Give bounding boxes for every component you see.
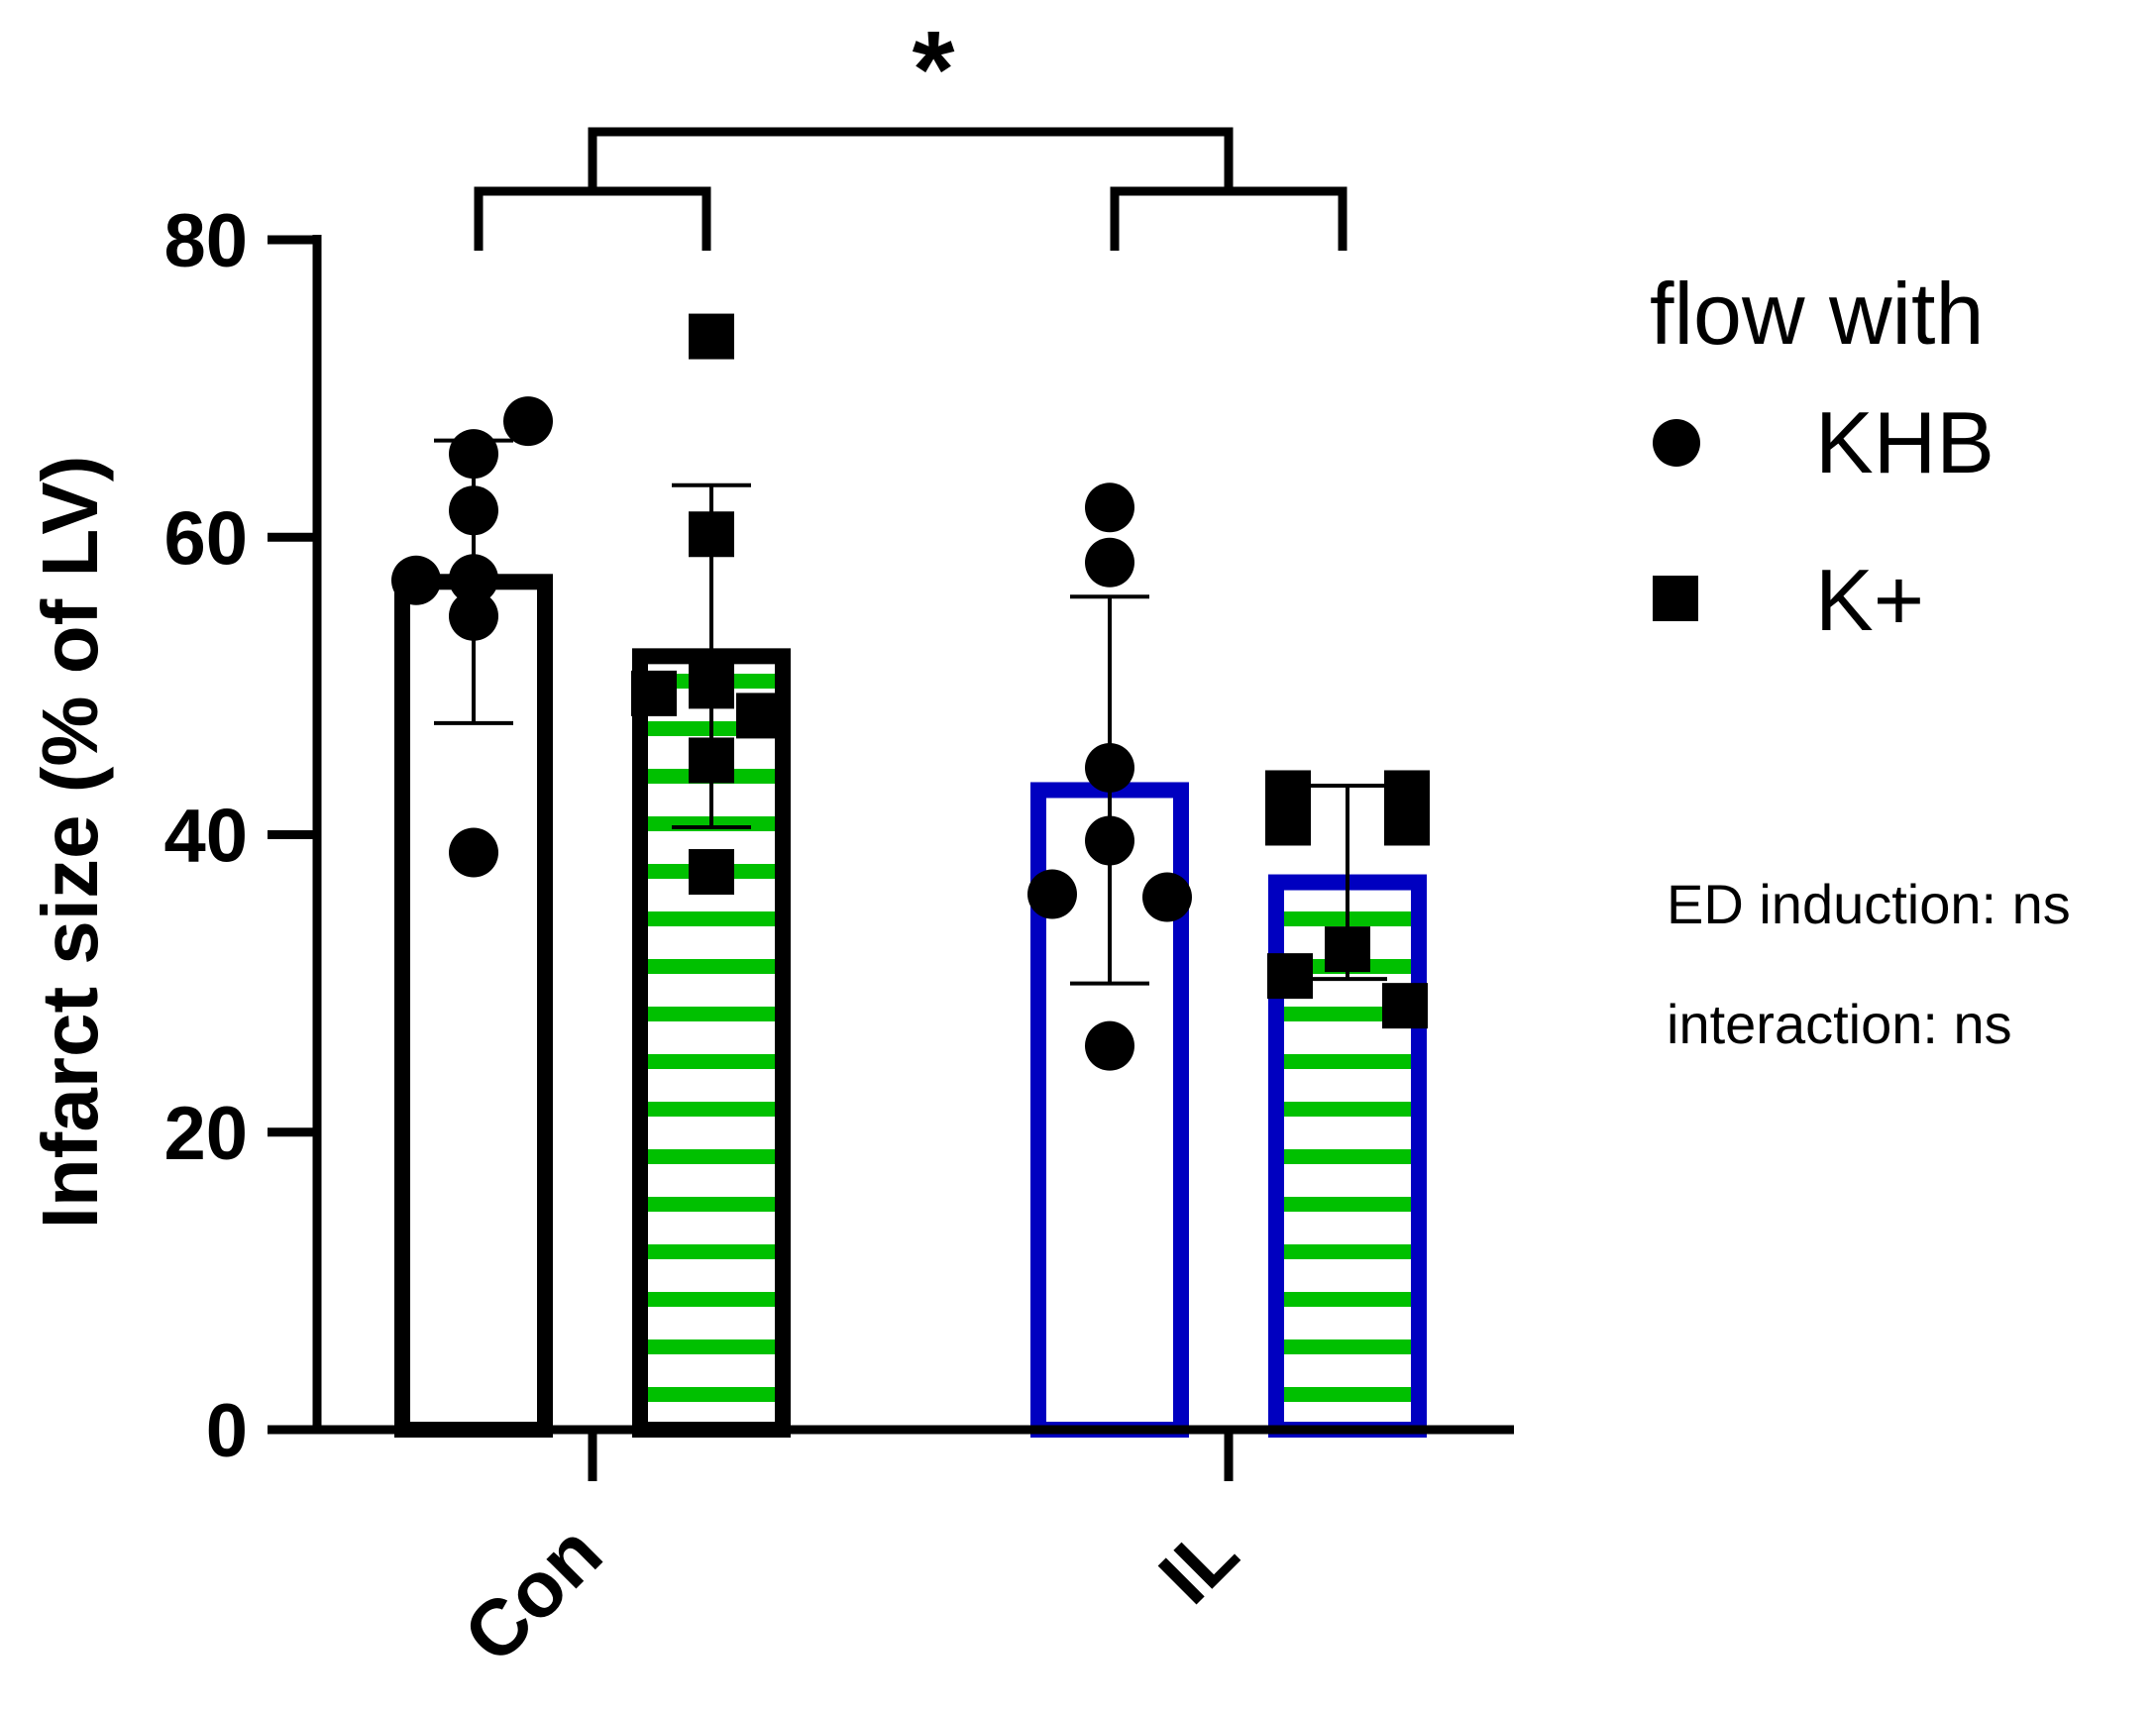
legend-circle-marker xyxy=(1653,419,1700,467)
y-tick-label: 60 xyxy=(163,496,248,581)
data-point-square xyxy=(736,693,782,739)
stat-note-ed-induction: ED induction: ns xyxy=(1667,873,2071,935)
data-point-square xyxy=(689,313,734,360)
y-ticks: 0 20 40 60 80 xyxy=(163,199,317,1473)
legend-entry-khb: KHB xyxy=(1653,393,1994,491)
y-tick-label: 0 xyxy=(206,1389,248,1473)
error-bars xyxy=(434,438,1387,986)
bracket-group-il xyxy=(1110,186,1348,251)
legend-square-marker xyxy=(1653,576,1698,621)
data-point-circle xyxy=(1085,537,1134,588)
data-point-square xyxy=(1384,800,1430,846)
data-point-circle xyxy=(391,555,441,605)
significance-bracket xyxy=(474,127,1348,251)
legend-entry-kplus: K+ xyxy=(1653,551,1924,649)
data-point-square xyxy=(631,670,677,716)
data-point-circle xyxy=(449,827,498,878)
legend-title: flow with xyxy=(1650,265,1984,363)
y-tick-label: 20 xyxy=(163,1092,248,1176)
data-point-circle xyxy=(503,396,553,447)
legend-label-khb: KHB xyxy=(1815,393,1994,491)
y-tick-label: 80 xyxy=(163,199,248,283)
data-point-circle xyxy=(1085,482,1134,533)
significance-mark: * xyxy=(913,9,955,131)
data-point-square xyxy=(1382,983,1428,1029)
bars xyxy=(394,574,1427,1438)
data-point-circle xyxy=(1085,1020,1134,1071)
bracket-between-groups xyxy=(588,127,1234,191)
y-axis-title: Infarct size (% of LV) xyxy=(26,456,114,1230)
data-point-square xyxy=(689,849,734,896)
data-point-circle xyxy=(1142,872,1192,922)
x-categories: Con IL xyxy=(447,1430,1254,1679)
legend: flow with KHB K+ xyxy=(1650,265,1994,649)
data-point-circle xyxy=(1027,869,1077,919)
stat-note-interaction: interaction: ns xyxy=(1667,993,2012,1055)
data-points xyxy=(391,313,1430,1071)
x-category-label: Con xyxy=(447,1508,618,1679)
data-point-square xyxy=(1267,953,1313,1000)
y-tick-label: 40 xyxy=(163,795,248,879)
bracket-group-con xyxy=(474,186,711,251)
x-category-label: IL xyxy=(1142,1508,1254,1620)
data-point-square xyxy=(1265,800,1311,846)
legend-label-kplus: K+ xyxy=(1815,551,1924,649)
